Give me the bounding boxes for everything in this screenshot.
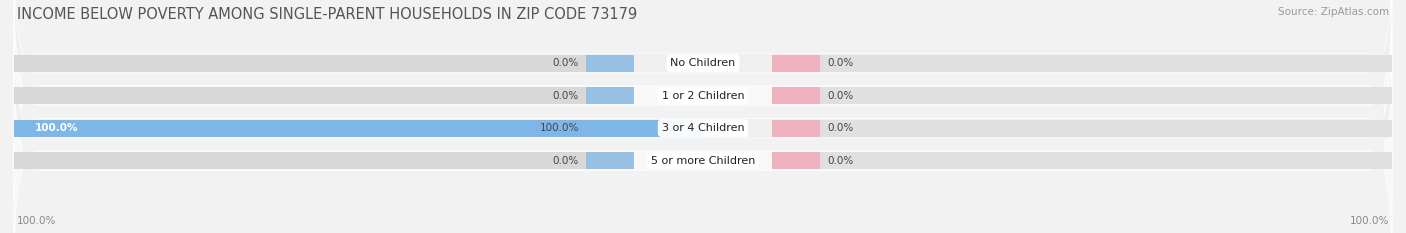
- Bar: [586, 87, 634, 104]
- Text: No Children: No Children: [671, 58, 735, 68]
- Bar: [586, 152, 634, 169]
- Text: 0.0%: 0.0%: [827, 156, 853, 166]
- Text: 1 or 2 Children: 1 or 2 Children: [662, 91, 744, 101]
- Text: 0.0%: 0.0%: [827, 91, 853, 101]
- Text: 5 or more Children: 5 or more Children: [651, 156, 755, 166]
- Text: 100.0%: 100.0%: [540, 123, 579, 133]
- Text: 100.0%: 100.0%: [1350, 216, 1389, 226]
- Bar: [772, 55, 820, 72]
- Text: 0.0%: 0.0%: [553, 91, 579, 101]
- Text: 3 or 4 Children: 3 or 4 Children: [662, 123, 744, 133]
- Text: INCOME BELOW POVERTY AMONG SINGLE-PARENT HOUSEHOLDS IN ZIP CODE 73179: INCOME BELOW POVERTY AMONG SINGLE-PARENT…: [17, 7, 637, 22]
- Bar: [772, 87, 1392, 104]
- Text: 0.0%: 0.0%: [553, 58, 579, 68]
- Bar: [772, 120, 820, 137]
- Bar: [14, 55, 634, 72]
- FancyBboxPatch shape: [14, 0, 1392, 167]
- Text: Source: ZipAtlas.com: Source: ZipAtlas.com: [1278, 7, 1389, 17]
- Bar: [14, 120, 703, 137]
- Bar: [14, 120, 634, 137]
- Bar: [772, 152, 1392, 169]
- FancyBboxPatch shape: [14, 24, 1392, 232]
- Bar: [772, 120, 1392, 137]
- Bar: [772, 55, 1392, 72]
- Bar: [586, 55, 634, 72]
- Bar: [14, 152, 634, 169]
- Text: 0.0%: 0.0%: [827, 58, 853, 68]
- Text: 0.0%: 0.0%: [553, 156, 579, 166]
- Bar: [14, 87, 634, 104]
- Text: 100.0%: 100.0%: [35, 123, 79, 133]
- Bar: [772, 152, 820, 169]
- Text: 0.0%: 0.0%: [827, 123, 853, 133]
- FancyBboxPatch shape: [14, 57, 1392, 233]
- FancyBboxPatch shape: [14, 0, 1392, 200]
- Bar: [586, 120, 634, 137]
- Bar: [772, 87, 820, 104]
- Legend: Single Father, Single Mother: Single Father, Single Mother: [591, 230, 815, 233]
- Text: 100.0%: 100.0%: [17, 216, 56, 226]
